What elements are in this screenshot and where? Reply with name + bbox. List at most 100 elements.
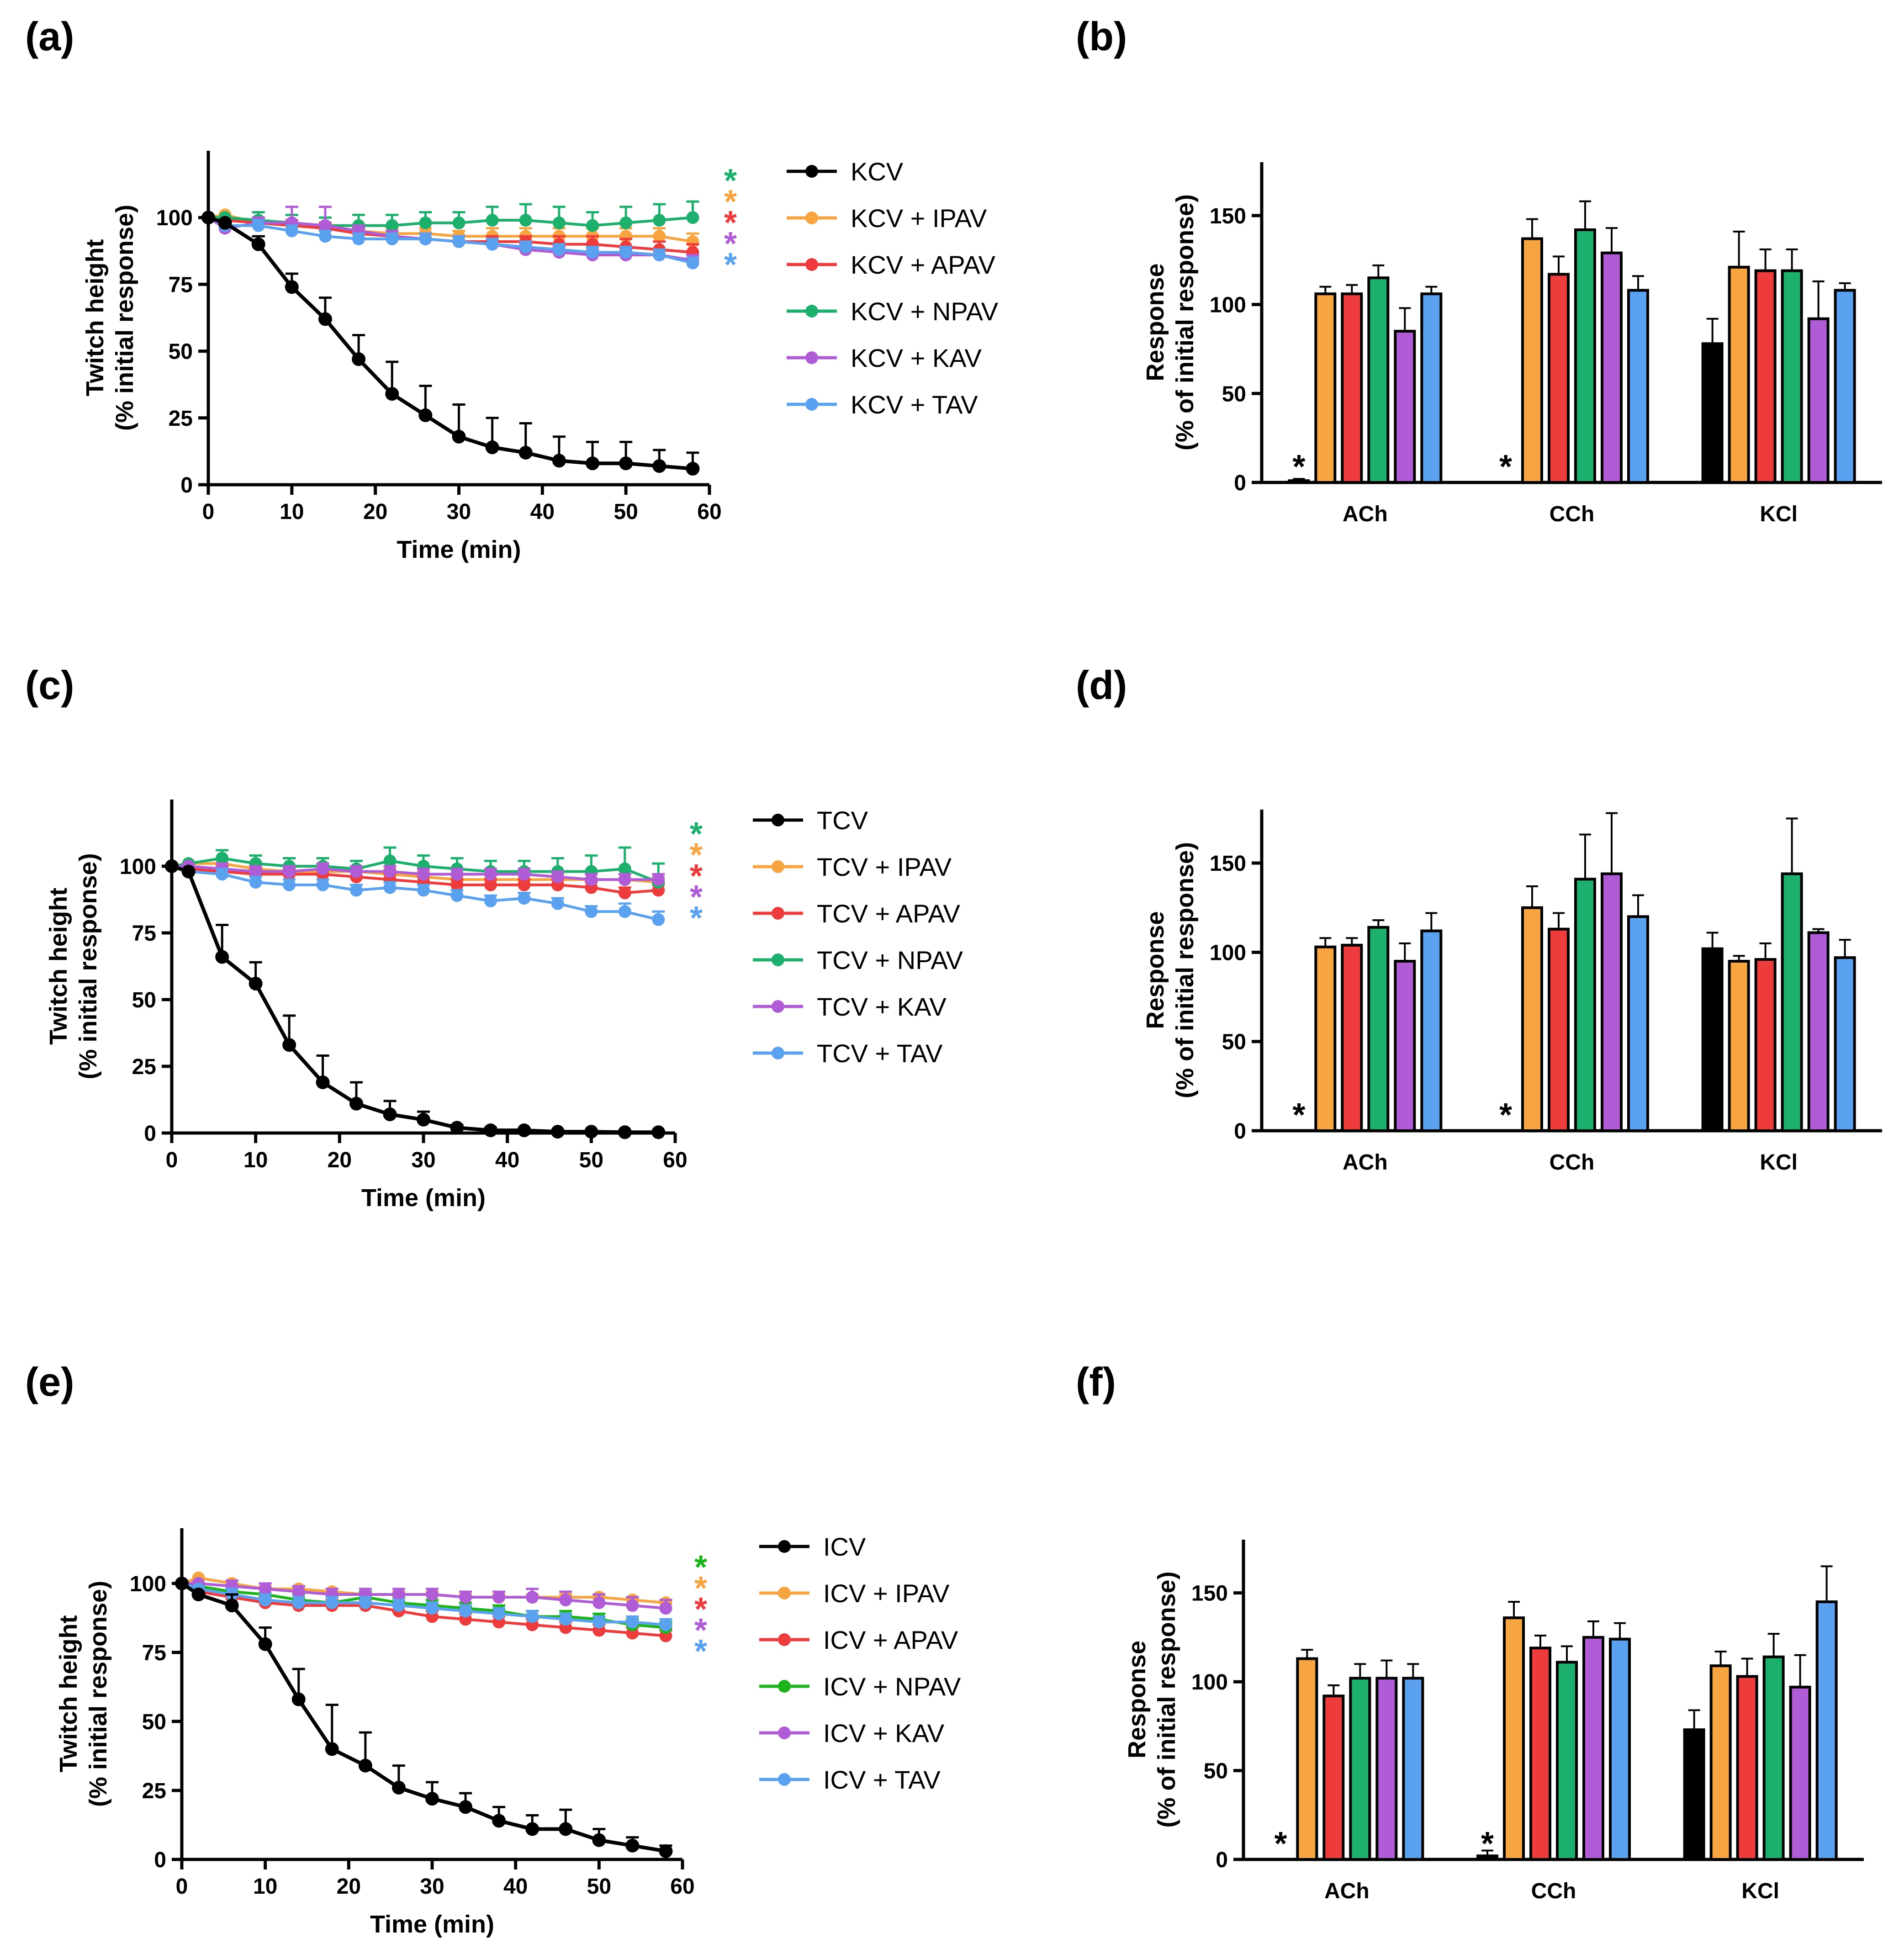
- bar: [1548, 927, 1570, 1133]
- data-point: [486, 238, 499, 251]
- data-point: [191, 1588, 206, 1601]
- bar: [1574, 878, 1596, 1132]
- x-tick-label: 30: [411, 1148, 435, 1172]
- data-point: [325, 1596, 338, 1610]
- y-tick-label: 25: [169, 407, 193, 431]
- series-line: [171, 865, 659, 895]
- bar-panel-2: (f) 0 50 100 150 Response (% of initial respon…: [1076, 1359, 1864, 1903]
- data-point: [486, 214, 499, 227]
- legend-label: TCV + IPAV: [817, 853, 952, 881]
- legend-label: ICV + TAV: [823, 1765, 941, 1794]
- panel-label: (e): [25, 1359, 74, 1404]
- panel-label: (d): [1076, 662, 1127, 708]
- data-point: [450, 1121, 464, 1135]
- significance-star: *: [724, 163, 737, 199]
- x-tick-label: 60: [670, 1875, 694, 1899]
- bar: [1296, 1657, 1318, 1861]
- data-point: [552, 216, 566, 229]
- bar: [1341, 943, 1363, 1133]
- significance-star: *: [694, 1570, 707, 1607]
- bar: [1556, 1661, 1578, 1861]
- legend-label: TCV + TAV: [817, 1039, 943, 1068]
- data-point: [216, 868, 229, 881]
- significance-star: *: [694, 1591, 707, 1628]
- bar: [1815, 1600, 1838, 1861]
- bar-panel-0: (b) 0 50 100 150 Response (% of initial respon…: [1076, 14, 1882, 526]
- y-tick-label: 100: [156, 206, 193, 230]
- data-point: [484, 894, 497, 907]
- data-point: [419, 232, 432, 245]
- bar-group-ach: [1296, 1649, 1424, 1861]
- data-point: [618, 862, 631, 875]
- category-label: ACh: [1343, 502, 1388, 526]
- bar: [1601, 872, 1623, 1132]
- y-axis-title-line1: Twitch height: [55, 1615, 82, 1773]
- data-point: [584, 1125, 598, 1139]
- bar: [1322, 1695, 1345, 1861]
- legend-label: ICV + KAV: [823, 1719, 945, 1747]
- legend-label: TCV + KAV: [817, 992, 947, 1021]
- y-tick-label: 0: [180, 473, 193, 498]
- legend-marker: [772, 907, 784, 920]
- data-point: [484, 878, 497, 891]
- legend-marker: [778, 1680, 791, 1693]
- significance-star: *: [694, 1612, 707, 1649]
- data-point: [651, 1125, 666, 1139]
- data-point: [592, 1615, 606, 1629]
- bar: [1701, 947, 1724, 1132]
- legend-marker: [772, 1000, 784, 1013]
- category-label: ACh: [1324, 1879, 1370, 1903]
- y-tick-label: 25: [142, 1779, 166, 1803]
- data-point: [652, 459, 666, 473]
- legend-marker: [772, 860, 784, 873]
- data-point: [385, 387, 399, 401]
- data-point: [175, 1576, 189, 1590]
- legend-label: ICV + APAV: [823, 1626, 958, 1654]
- significance-star: *: [1499, 1097, 1512, 1133]
- y-tick-label: 100: [130, 1572, 166, 1596]
- bar: [1420, 292, 1443, 484]
- data-point: [659, 1602, 672, 1615]
- series-line: [172, 865, 659, 881]
- data-point: [552, 454, 566, 468]
- data-point: [459, 1591, 472, 1604]
- y-axis-title-line1: Twitch height: [45, 888, 72, 1045]
- data-point: [285, 280, 299, 294]
- bar: [1781, 872, 1803, 1132]
- data-point: [626, 1615, 639, 1629]
- bar: [1834, 289, 1856, 484]
- data-point: [526, 1610, 539, 1623]
- bar: [1314, 945, 1337, 1132]
- y-tick-label: 75: [142, 1641, 166, 1665]
- data-point: [383, 865, 397, 878]
- category-label: CCh: [1550, 1150, 1595, 1175]
- y-tick-label: 50: [1204, 1759, 1228, 1784]
- significance-star: *: [690, 858, 703, 895]
- x-tick-label: 50: [587, 1875, 611, 1899]
- bar: [1736, 1675, 1758, 1861]
- data-point: [359, 1596, 372, 1610]
- data-point: [285, 224, 298, 238]
- data-point: [450, 878, 464, 891]
- series-tcv: [165, 859, 666, 1139]
- data-point: [316, 862, 329, 875]
- legend-marker: [805, 351, 818, 364]
- data-point: [349, 1096, 364, 1111]
- data-point: [318, 219, 332, 232]
- category-label: KCl: [1741, 1879, 1779, 1903]
- data-point: [484, 868, 497, 881]
- data-point: [452, 216, 465, 229]
- significance-star: *: [690, 837, 703, 874]
- series-line: [171, 857, 659, 884]
- significance-star: *: [1292, 1097, 1305, 1133]
- bar-group-cch: [1521, 812, 1649, 1133]
- bar: [1394, 329, 1416, 484]
- data-point: [492, 1814, 506, 1828]
- data-point: [283, 865, 296, 878]
- legend-label: KCV + APAV: [851, 250, 996, 279]
- legend-label: KCV + IPAV: [851, 204, 987, 233]
- bar: [1402, 1677, 1424, 1861]
- bar: [1609, 1637, 1631, 1861]
- y-axis-title-line2: (% initial response): [111, 205, 138, 431]
